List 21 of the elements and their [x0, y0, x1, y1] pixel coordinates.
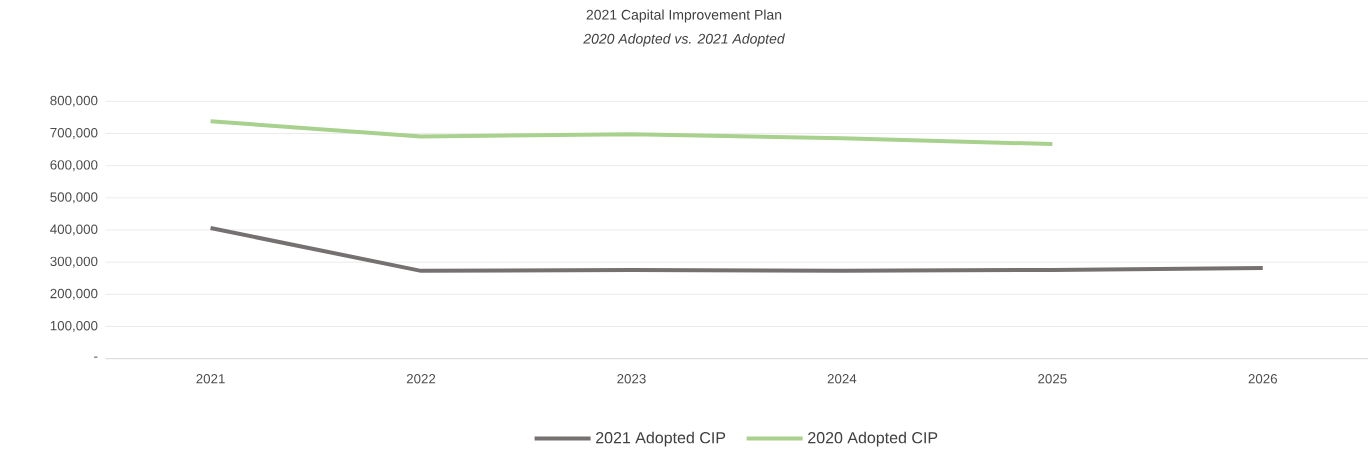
- y-tick-label: 100,000: [50, 320, 98, 333]
- y-tick-label: 700,000: [50, 127, 98, 140]
- x-tick-label: 2025: [1038, 374, 1067, 384]
- legend-label: 2020 Adopted CIP: [808, 431, 938, 447]
- y-tick-label: 500,000: [50, 192, 98, 204]
- legend-label: 2021 Adopted CIP: [596, 431, 726, 447]
- y-tick-label: 400,000: [50, 224, 98, 236]
- chart-subtitle: 2020 Adopted vs. 2021 Adopted: [583, 33, 786, 47]
- line-series: [208, 226, 1265, 273]
- x-tick-label: 2022: [406, 374, 436, 384]
- chart-title: 2021 Capital Improvement Plan: [586, 9, 782, 23]
- x-tick-label: 2021: [196, 374, 225, 384]
- line-series: [208, 119, 1055, 147]
- y-tick-label: 200,000: [50, 288, 98, 300]
- y-tick-label: 300,000: [50, 256, 98, 268]
- x-tick-label: 2026: [1248, 374, 1278, 384]
- x-tick-label: 2024: [827, 374, 857, 384]
- x-tick-label: 2023: [617, 374, 646, 384]
- y-tick-label: 800,000: [50, 95, 98, 107]
- y-tick-label: -: [94, 356, 98, 358]
- y-tick-label: 600,000: [50, 160, 98, 172]
